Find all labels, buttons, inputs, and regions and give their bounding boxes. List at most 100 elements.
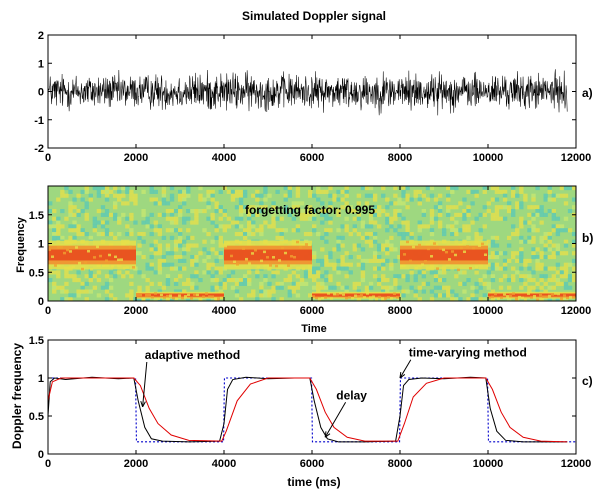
panel-b-heatmap-cell bbox=[169, 209, 175, 214]
panel-b-heatmap-cell bbox=[567, 285, 573, 290]
panel-b-heatmap-cell bbox=[352, 228, 357, 233]
panel-b-heatmap-cell bbox=[234, 278, 240, 283]
panel-b-band-speckle bbox=[433, 242, 436, 245]
panel-b-heatmap-cell bbox=[490, 262, 496, 267]
panel-b-heatmap-cell bbox=[316, 285, 321, 290]
panel-b-band-speckle bbox=[400, 264, 403, 268]
panel-b-heatmap-cell bbox=[519, 285, 524, 290]
panel-b-heatmap-cell bbox=[76, 228, 81, 233]
panel-b-heatmap-cell bbox=[169, 262, 175, 267]
panel-b-heatmap-cell bbox=[527, 235, 532, 240]
panel-b-heatmap-cell bbox=[506, 201, 512, 206]
panel-b-heatmap-cell bbox=[437, 270, 443, 275]
panel-b-band-speckle bbox=[506, 295, 509, 298]
panel-b-heatmap-cell bbox=[490, 239, 496, 244]
panel-b-heatmap-cell bbox=[137, 285, 142, 290]
panel-b-band-speckle bbox=[488, 296, 491, 299]
panel-b-heatmap-cell bbox=[519, 189, 524, 194]
panel-b-heatmap-cell bbox=[474, 289, 479, 294]
panel-b-heatmap-cell bbox=[56, 220, 61, 225]
panel-b-heatmap-cell bbox=[324, 189, 329, 194]
panel-b-heatmap-cell bbox=[385, 251, 390, 256]
panel-b-heatmap-cell bbox=[441, 278, 447, 283]
panel-b-heatmap-cell bbox=[320, 281, 325, 286]
panel-b-band-speckle bbox=[415, 267, 418, 270]
panel-b-heatmap-cell bbox=[48, 224, 53, 229]
panel-b-heatmap-cell bbox=[571, 258, 577, 263]
panel-b-heatmap-cell bbox=[291, 209, 297, 214]
panel-b-heatmap-cell bbox=[352, 281, 357, 286]
panel-b-heatmap-cell bbox=[291, 289, 297, 294]
panel-b-heatmap-cell bbox=[389, 243, 394, 248]
panel-b-heatmap-cell bbox=[129, 281, 134, 286]
panel-b-heatmap-cell bbox=[531, 278, 536, 283]
panel-b-heatmap-cell bbox=[279, 216, 284, 221]
panel-b-band-speckle bbox=[372, 295, 375, 298]
panel-b-heatmap-cell bbox=[486, 281, 492, 286]
panel-b-heatmap-cell bbox=[328, 285, 333, 290]
panel-b-heatmap-cell bbox=[539, 297, 544, 302]
panel-b-heatmap-cell bbox=[275, 281, 280, 286]
panel-b-band-speckle bbox=[533, 295, 536, 298]
panel-b-heatmap-cell bbox=[247, 278, 252, 283]
panel-b-heatmap-cell bbox=[385, 205, 390, 210]
panel-b-heatmap-cell bbox=[230, 189, 236, 194]
panel-b-heatmap-cell bbox=[454, 220, 459, 225]
panel-b-heatmap-cell bbox=[177, 228, 183, 233]
panel-b-heatmap-cell bbox=[218, 289, 223, 294]
panel-b-band-speckle bbox=[296, 240, 299, 244]
panel-b-heatmap-cell bbox=[307, 193, 313, 198]
panel-b-heatmap-cell bbox=[372, 212, 378, 217]
panel-b-heatmap-cell bbox=[539, 278, 544, 283]
panel-b-heatmap-cell bbox=[320, 209, 325, 214]
panel-b-heatmap-cell bbox=[368, 212, 374, 217]
panel-b-heatmap-cell bbox=[145, 220, 150, 225]
panel-b-heatmap-cell bbox=[149, 232, 154, 237]
panel-b-heatmap-cell bbox=[547, 297, 552, 302]
panel-b-band-speckle bbox=[248, 262, 251, 265]
panel-b-band-speckle bbox=[345, 296, 348, 300]
panel-b-heatmap-cell bbox=[129, 232, 134, 237]
panel-b-heatmap-cell bbox=[563, 216, 569, 221]
panel-b-heatmap-cell bbox=[247, 228, 252, 233]
panel-b-band-speckle bbox=[117, 258, 120, 262]
panel-b-band-speckle bbox=[239, 241, 242, 244]
panel-b-band-speckle bbox=[111, 265, 114, 268]
panel-b-heatmap-cell bbox=[551, 266, 556, 271]
panel-b-heatmap-cell bbox=[401, 274, 406, 279]
panel-b-heatmap-cell bbox=[433, 274, 439, 279]
panel-b-heatmap-cell bbox=[173, 239, 179, 244]
panel-b-heatmap-cell bbox=[242, 228, 248, 233]
panel-b-heatmap-cell bbox=[360, 224, 366, 229]
panel-b-heatmap-cell bbox=[328, 262, 333, 267]
panel-b-heatmap-cell bbox=[393, 228, 398, 233]
panel-b-heatmap-cell bbox=[218, 205, 223, 210]
panel-b-heatmap-cell bbox=[324, 228, 329, 233]
panel-b-heatmap-cell bbox=[230, 193, 236, 198]
panel-b-heatmap-cell bbox=[344, 216, 349, 221]
panel-b-heatmap-cell bbox=[222, 281, 228, 286]
panel-b-heatmap-cell bbox=[316, 197, 321, 202]
panel-b-heatmap-cell bbox=[52, 289, 57, 294]
panel-b-heatmap-cell bbox=[210, 289, 215, 294]
panel-b-heatmap-cell bbox=[125, 216, 130, 221]
panel-b-heatmap-cell bbox=[429, 212, 435, 217]
panel-b-heatmap-cell bbox=[397, 274, 402, 279]
panel-b-heatmap-cell bbox=[437, 278, 443, 283]
panel-b-heatmap-cell bbox=[129, 228, 134, 233]
panel-b-heatmap-cell bbox=[153, 297, 158, 302]
panel-b-heatmap-cell bbox=[72, 220, 77, 225]
panel-b-heatmap-cell bbox=[368, 220, 374, 225]
panel-b-heatmap-cell bbox=[182, 289, 187, 294]
panel-b-heatmap-cell bbox=[340, 262, 345, 267]
panel-b-heatmap-cell bbox=[153, 247, 158, 252]
panel-b-heatmap-cell bbox=[52, 224, 57, 229]
panel-b-heatmap-cell bbox=[506, 235, 512, 240]
panel-b-heatmap-cell bbox=[450, 228, 455, 233]
panel-b-heatmap-cell bbox=[437, 220, 443, 225]
panel-b-heatmap-cell bbox=[405, 278, 410, 283]
panel-b-heatmap-cell bbox=[68, 293, 73, 298]
panel-b-heatmap-cell bbox=[287, 186, 292, 191]
panel-b-heatmap-cell bbox=[340, 255, 345, 260]
panel-b-heatmap-cell bbox=[332, 247, 337, 252]
